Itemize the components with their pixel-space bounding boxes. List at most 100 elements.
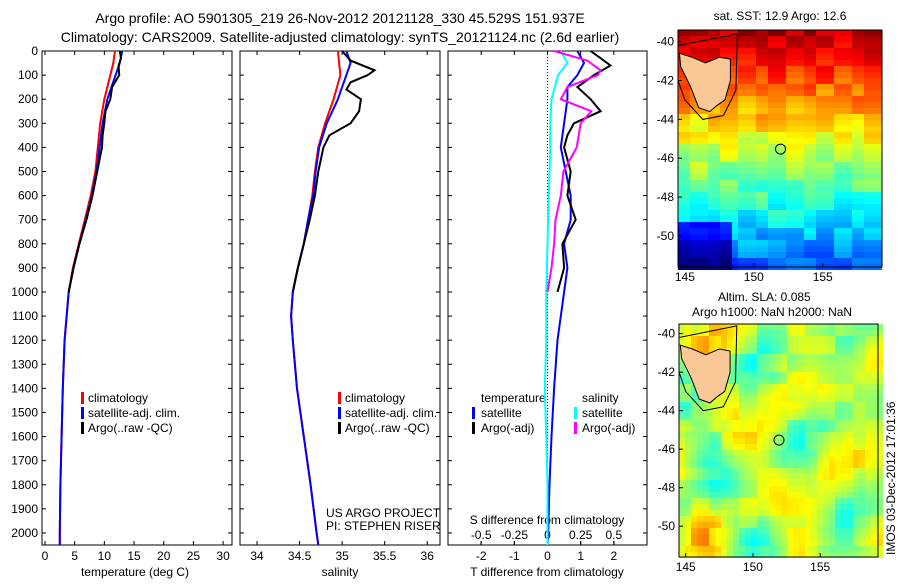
map-cell — [703, 528, 709, 534]
map-cell — [852, 90, 858, 96]
map-cell — [786, 60, 792, 66]
legend-swatch-t-argo — [472, 422, 475, 434]
map-cell — [787, 360, 793, 366]
map-cell — [732, 240, 738, 246]
map-cell — [786, 84, 792, 90]
map-cell — [775, 414, 781, 420]
map-cell — [781, 354, 787, 360]
map-cell — [822, 174, 828, 180]
map-cell — [738, 72, 744, 78]
map-cell — [865, 366, 871, 372]
map-cell — [823, 498, 829, 504]
map-cell — [720, 198, 726, 204]
map-cell — [804, 84, 810, 90]
map-cell — [751, 402, 757, 408]
map-cell — [690, 96, 696, 102]
map-cell — [780, 132, 786, 138]
map-cell — [847, 354, 853, 360]
map-cell — [757, 438, 763, 444]
map-cell — [732, 192, 738, 198]
map-cell — [685, 372, 691, 378]
map-cell — [799, 396, 805, 402]
map-cell — [679, 546, 685, 552]
map-cell — [780, 252, 786, 258]
map-cell — [684, 90, 690, 96]
map-cell — [780, 90, 786, 96]
map-cell — [852, 54, 858, 60]
map-cell — [865, 498, 871, 504]
map-cell — [817, 384, 823, 390]
map-cell — [829, 492, 835, 498]
map-cell — [781, 480, 787, 486]
map-cell — [739, 420, 745, 426]
map-cell — [871, 516, 877, 522]
map-cell — [841, 552, 847, 558]
map-cell — [769, 462, 775, 468]
map-cell — [685, 414, 691, 420]
map-cell — [816, 222, 822, 228]
map-cell — [840, 150, 846, 156]
map-cell — [865, 360, 871, 366]
map-cell — [798, 96, 804, 102]
map-cell — [685, 408, 691, 414]
map-cell — [870, 246, 876, 252]
map-cell — [768, 180, 774, 186]
axes-frame — [41, 50, 233, 546]
map-cell — [805, 522, 811, 528]
map-cell — [708, 174, 714, 180]
map-cell — [703, 444, 709, 450]
map-cell — [691, 342, 697, 348]
map-cell — [840, 36, 846, 42]
map-cell — [852, 42, 858, 48]
map-cell — [852, 36, 858, 42]
map-cell — [685, 402, 691, 408]
map-cell — [834, 84, 840, 90]
map-cell — [852, 186, 858, 192]
map-cell — [751, 372, 757, 378]
map-cell — [828, 144, 834, 150]
map-cell — [708, 138, 714, 144]
map-cell — [864, 108, 870, 114]
map-cell — [799, 432, 805, 438]
map-cell — [799, 408, 805, 414]
map-cell — [709, 414, 715, 420]
x-tick-label: 10 — [98, 549, 112, 563]
map-cell — [793, 378, 799, 384]
map-cell — [715, 534, 721, 540]
map-cell — [799, 534, 805, 540]
map-cell — [702, 246, 708, 252]
map-cell — [732, 246, 738, 252]
map-cell — [786, 180, 792, 186]
map-cell — [804, 96, 810, 102]
map-cell — [703, 552, 709, 558]
map-cell — [877, 546, 883, 552]
map-cell — [775, 396, 781, 402]
map-cell — [877, 504, 883, 510]
map-cell — [829, 390, 835, 396]
map-cell — [702, 126, 708, 132]
map-cell — [738, 192, 744, 198]
map-cell — [852, 60, 858, 66]
map-cell — [774, 144, 780, 150]
bathymetry-contour — [678, 325, 738, 412]
map-cell — [840, 114, 846, 120]
map-cell — [846, 192, 852, 198]
map-cell — [780, 216, 786, 222]
map-cell — [804, 30, 810, 36]
map-cell — [840, 126, 846, 132]
map-cell — [732, 168, 738, 174]
map-cell — [793, 408, 799, 414]
map-cell — [684, 36, 690, 42]
map-cell — [763, 456, 769, 462]
map-cell — [738, 204, 744, 210]
map-cell — [739, 378, 745, 384]
map-cell — [769, 516, 775, 522]
map-cell — [870, 138, 876, 144]
map-cell — [841, 546, 847, 552]
map-cell — [787, 336, 793, 342]
map-cell — [823, 462, 829, 468]
map-cell — [708, 144, 714, 150]
map-cell — [834, 108, 840, 114]
map-cell — [732, 216, 738, 222]
map-cell — [876, 204, 882, 210]
